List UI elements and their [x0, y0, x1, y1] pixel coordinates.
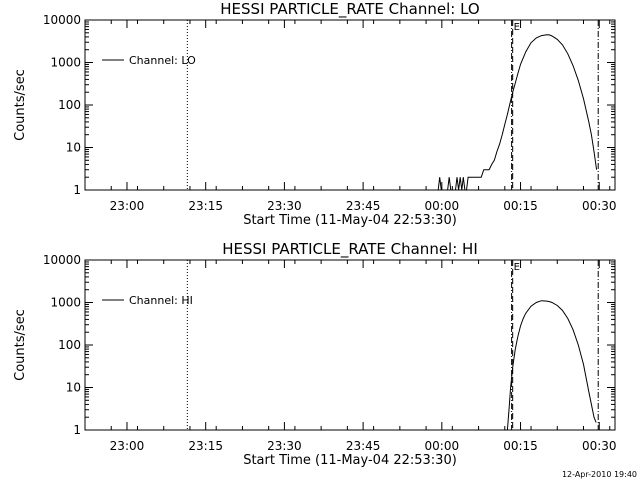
event-marker-label: E — [514, 262, 520, 273]
x-tick-label: 23:15 — [188, 199, 223, 213]
x-tick-label: 23:45 — [346, 199, 381, 213]
plot-panel-hi: HESSI PARTICLE_RATE Channel: HI 1 10 100 100… — [13, 240, 617, 468]
y-tick-label: 100 — [58, 338, 81, 352]
x-tick-label: 23:45 — [346, 439, 381, 453]
y-tick-label: 10 — [66, 381, 81, 395]
y-tick-label: 1 — [73, 423, 81, 437]
y-tick-label: 1000 — [50, 296, 81, 310]
legend-entry: Channel: LO — [129, 54, 196, 67]
y-tick-label: 10000 — [43, 13, 81, 27]
series-line — [436, 34, 598, 191]
x-axis-label: Start Time (11-May-04 22:53:30) — [243, 213, 457, 228]
chart-title: HESSI PARTICLE_RATE Channel: LO — [220, 0, 479, 19]
y-tick-label: 1000 — [50, 56, 81, 70]
y-axis-label: Counts/sec — [13, 69, 28, 141]
legend-entry: Channel: HI — [129, 294, 193, 307]
x-tick-label: 23:30 — [267, 199, 302, 213]
x-axis-label: Start Time (11-May-04 22:53:30) — [243, 453, 457, 468]
x-tick-label: 00:00 — [425, 199, 460, 213]
plot-panel-lo: HESSI PARTICLE_RATE Channel: LO 1 10 100 100… — [13, 0, 617, 228]
x-tick-label: 23:15 — [188, 439, 223, 453]
x-tick-label: 00:00 — [425, 439, 460, 453]
x-tick-label: 00:15 — [503, 199, 538, 213]
y-tick-label: 10 — [66, 141, 81, 155]
chart-title: HESSI PARTICLE_RATE Channel: HI — [222, 240, 478, 259]
x-tick-label: 00:30 — [582, 199, 617, 213]
y-tick-label: 1 — [73, 183, 81, 197]
x-tick-label: 00:30 — [582, 439, 617, 453]
series-line — [506, 300, 597, 431]
timestamp: 12-Apr-2010 19:40 — [562, 470, 637, 479]
event-marker-label: E — [514, 22, 520, 33]
x-tick-label: 23:00 — [110, 199, 145, 213]
x-tick-label: 23:00 — [110, 439, 145, 453]
y-tick-label: 100 — [58, 98, 81, 112]
x-tick-label: 23:30 — [267, 439, 302, 453]
y-tick-label: 10000 — [43, 253, 81, 267]
x-tick-label: 00:15 — [503, 439, 538, 453]
y-axis-label: Counts/sec — [13, 309, 28, 381]
